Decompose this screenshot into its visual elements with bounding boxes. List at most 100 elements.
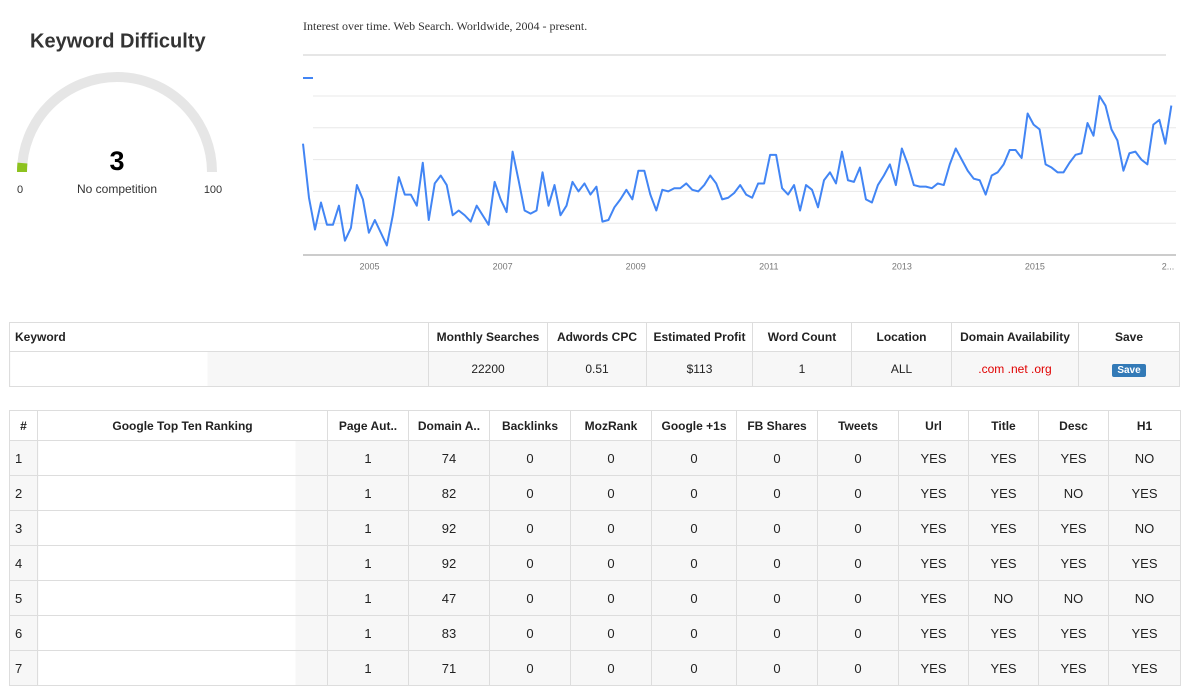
data-cell: 0	[736, 510, 818, 546]
data-cell: 0	[570, 650, 652, 686]
data-cell: 0	[651, 650, 737, 686]
rank-cell: 7	[9, 650, 38, 686]
data-cell: 1	[327, 580, 409, 616]
data-cell: 1	[327, 510, 409, 546]
data-cell: 0	[489, 545, 571, 581]
data-cell: 0	[489, 475, 571, 511]
data-cell: YES	[1108, 650, 1181, 686]
header-cell: Google Top Ten Ranking	[37, 410, 328, 441]
data-cell: YES	[968, 475, 1039, 511]
data-cell: YES	[898, 580, 969, 616]
data-cell: NO	[1038, 475, 1109, 511]
rank-cell: 6	[9, 615, 38, 651]
data-cell: NO	[1108, 580, 1181, 616]
data-cell: NO	[1108, 510, 1181, 546]
x-tick-label: 2005	[360, 261, 380, 271]
data-cell: 0	[817, 615, 899, 651]
header-cell: Keyword	[9, 322, 429, 352]
data-cell: 0	[570, 475, 652, 511]
data-cell: 0	[570, 545, 652, 581]
data-cell: YES	[898, 545, 969, 581]
header-cell: Tweets	[817, 410, 899, 441]
data-cell: 0	[736, 545, 818, 581]
header-cell: Title	[968, 410, 1039, 441]
data-cell: 1	[327, 615, 409, 651]
data-cell: 83	[408, 615, 490, 651]
data-cell: NO	[968, 580, 1039, 616]
gauge-label: No competition	[77, 182, 157, 196]
data-cell: 92	[408, 510, 490, 546]
ranking-table: # Google Top Ten Ranking Page Aut.. Domain …	[9, 410, 1181, 686]
table-row: 3 1 92 0 0 0 0 0 YES YES YES NO	[9, 510, 1181, 546]
data-cell: 0	[736, 615, 818, 651]
data-cell: YES	[968, 440, 1039, 476]
header-cell: Page Aut..	[327, 410, 409, 441]
data-cell: YES	[1108, 475, 1181, 511]
save-button[interactable]: Save	[1112, 363, 1146, 377]
data-cell: 0	[736, 440, 818, 476]
data-cell: 0	[736, 475, 818, 511]
data-cell: 0	[651, 545, 737, 581]
domain-cell: .com .net .org	[951, 351, 1079, 387]
x-tick-label: 2...	[1162, 261, 1175, 271]
header-cell: Word Count	[752, 322, 852, 352]
rank-cell: 1	[9, 440, 38, 476]
data-cell: YES	[968, 510, 1039, 546]
data-cell: 0	[489, 580, 571, 616]
header-area: Keyword Difficulty 3 No competition 0 10…	[17, 19, 1176, 271]
data-cell: NO	[1038, 580, 1109, 616]
header-cell: Desc	[1038, 410, 1109, 441]
table-row: 5 1 47 0 0 0 0 0 YES NO NO NO	[9, 580, 1181, 616]
rank-cell: 4	[9, 545, 38, 581]
data-cell: 71	[408, 650, 490, 686]
header-cell: H1	[1108, 410, 1181, 441]
data-cell: 0	[651, 510, 737, 546]
data-cell: 1	[752, 351, 852, 387]
table-row: 6 1 83 0 0 0 0 0 YES YES YES YES	[9, 615, 1181, 651]
header-cell: Location	[851, 322, 952, 352]
ranking-cell	[37, 510, 328, 546]
data-cell: 1	[327, 475, 409, 511]
table-row: 2 1 82 0 0 0 0 0 YES YES NO YES	[9, 475, 1181, 511]
header-cell: Backlinks	[489, 410, 571, 441]
header-cell: Domain A..	[408, 410, 490, 441]
data-cell: 0	[651, 440, 737, 476]
x-tick-label: 2007	[493, 261, 513, 271]
data-cell: 1	[327, 545, 409, 581]
table-row: 1 1 74 0 0 0 0 0 YES YES YES NO	[9, 440, 1181, 476]
data-cell: 0	[817, 580, 899, 616]
header-cell: Monthly Searches	[428, 322, 548, 352]
domain: .com	[978, 362, 1005, 376]
data-cell: YES	[1038, 615, 1109, 651]
data-cell: $113	[646, 351, 753, 387]
data-cell: 0	[736, 650, 818, 686]
x-tick-label: 2011	[759, 261, 778, 271]
gauge-value: 3	[109, 146, 124, 176]
domain: .net	[1007, 362, 1028, 376]
data-cell: ALL	[851, 351, 952, 387]
header-cell: #	[9, 410, 38, 441]
data-cell: YES	[1108, 615, 1181, 651]
data-cell: YES	[898, 440, 969, 476]
data-cell: 0	[489, 650, 571, 686]
data-cell: 1	[327, 650, 409, 686]
gauge-min: 0	[17, 184, 23, 196]
x-tick-label: 2015	[1025, 261, 1045, 271]
header-cell: Domain Availability	[951, 322, 1079, 352]
data-cell: 74	[408, 440, 490, 476]
gauge-max: 100	[204, 184, 222, 196]
ranking-cell	[37, 545, 328, 581]
data-cell: YES	[1038, 545, 1109, 581]
gauge-title: Keyword Difficulty	[30, 30, 206, 52]
trend-line	[302, 95, 1173, 247]
data-cell: 0	[651, 475, 737, 511]
data-cell: 92	[408, 545, 490, 581]
data-cell: YES	[968, 650, 1039, 686]
data-cell: YES	[1038, 650, 1109, 686]
ranking-cell	[37, 650, 328, 686]
data-cell: 1	[327, 440, 409, 476]
header-cell: Google +1s	[651, 410, 737, 441]
data-cell: 82	[408, 475, 490, 511]
rank-cell: 2	[9, 475, 38, 511]
